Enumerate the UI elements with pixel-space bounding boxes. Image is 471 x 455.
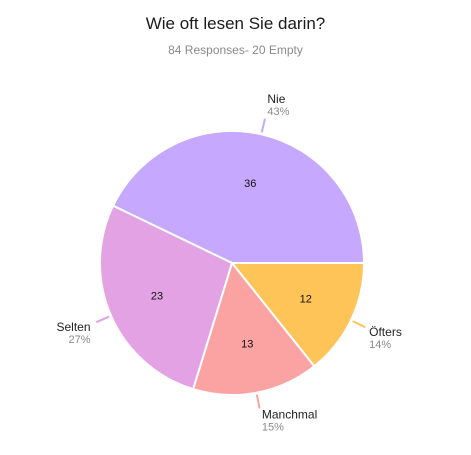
slice-value-label: 23 [151, 291, 163, 303]
slice-percent-label: 14% [369, 339, 391, 351]
slice-category-label: Öfters [369, 325, 402, 339]
slice-leader-line [352, 320, 366, 329]
slice-category-label: Nie [267, 92, 285, 106]
pie-slice-manchmal [191, 260, 316, 396]
pie-slice-fters [229, 262, 366, 368]
slice-category-label: Manchmal [262, 407, 317, 421]
slice-category-label: Selten [56, 320, 90, 334]
slice-percent-label: 43% [267, 106, 289, 118]
slice-value-label: 12 [300, 294, 312, 306]
slice-leader-line [260, 118, 266, 133]
slice-leader-line [255, 394, 261, 409]
pie-slice-selten [99, 204, 234, 391]
slice-leader-line [95, 315, 110, 324]
slice-percent-label: 15% [262, 421, 284, 433]
slice-value-label: 36 [244, 178, 256, 190]
slice-percent-label: 27% [68, 334, 90, 346]
slice-value-label: 13 [241, 338, 253, 350]
chart-subtitle: 84 Responses- 20 Empty [168, 43, 303, 57]
pie-slice-nie [111, 130, 366, 264]
chart-title: Wie oft lesen Sie darin? [145, 14, 326, 33]
